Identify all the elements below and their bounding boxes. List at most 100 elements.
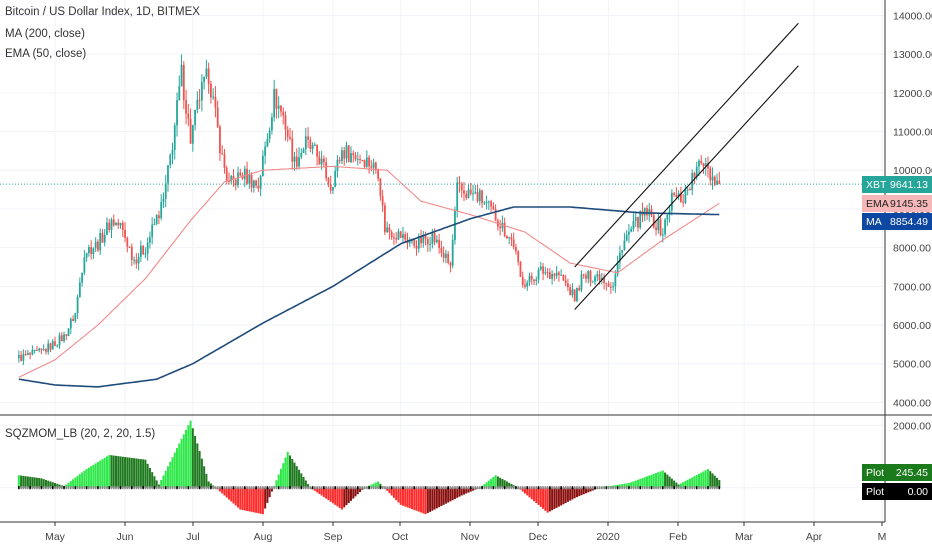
squeeze-dot <box>549 486 551 490</box>
candle-body <box>76 296 79 314</box>
momentum-bar <box>356 487 359 495</box>
squeeze-dot <box>379 486 382 490</box>
momentum-bar <box>205 473 208 488</box>
momentum-bar <box>582 487 585 495</box>
squeeze-dot <box>614 486 617 490</box>
candle-body <box>377 169 380 179</box>
momentum-bar <box>521 487 524 492</box>
squeeze-dot <box>334 486 336 490</box>
price-tick-label: 12000.00 <box>893 88 932 100</box>
squeeze-dot <box>442 486 445 490</box>
candle-body <box>673 193 676 195</box>
momentum-bar <box>673 480 676 488</box>
momentum-bar <box>499 477 502 488</box>
ma-200-line <box>18 206 720 388</box>
squeeze-dot <box>38 486 40 490</box>
momentum-bar <box>555 487 558 508</box>
candle-body <box>361 159 364 161</box>
time-tick-label: Jul <box>186 531 199 543</box>
candle-body <box>655 227 657 231</box>
momentum-bar <box>625 483 628 488</box>
squeeze-dot <box>359 486 361 490</box>
candle-body <box>135 259 138 264</box>
momentum-bar <box>108 454 111 488</box>
momentum-bar <box>618 484 621 488</box>
momentum-bar <box>646 476 649 488</box>
candle-body <box>713 176 716 185</box>
squeeze-dot <box>56 486 59 490</box>
momentum-bar <box>31 477 34 488</box>
squeeze-dot <box>553 486 556 490</box>
candle-body <box>501 222 504 229</box>
momentum-bar <box>279 468 282 488</box>
candle-body <box>718 180 721 185</box>
momentum-bar <box>189 420 192 488</box>
squeeze-dot <box>295 486 298 490</box>
candle-body <box>191 125 194 144</box>
squeeze-dot <box>140 486 142 490</box>
channel-line-1[interactable] <box>574 22 799 268</box>
squeeze-dot <box>381 486 384 490</box>
candle-body <box>652 215 655 228</box>
momentum-bar <box>560 487 563 506</box>
momentum-bar <box>413 487 416 510</box>
candle-body <box>343 150 346 159</box>
candle-body <box>560 274 563 276</box>
squeeze-dot <box>101 486 104 490</box>
squeeze-dot <box>332 486 334 490</box>
candle-body <box>503 222 506 237</box>
candle-body <box>481 190 483 203</box>
candle-body <box>657 219 660 231</box>
momentum-bar <box>374 482 377 488</box>
momentum-bar <box>343 487 346 508</box>
candle-body <box>695 166 698 178</box>
candle-body <box>463 190 465 194</box>
momentum-bar <box>544 487 547 511</box>
squeeze-dot <box>375 486 377 490</box>
price-tick-label: 7000.00 <box>893 281 931 293</box>
candle-body <box>313 144 316 146</box>
squeeze-dot <box>668 486 671 490</box>
squeeze-dot <box>266 486 269 490</box>
squeeze-dot <box>657 486 660 490</box>
momentum-bar <box>313 487 316 491</box>
price-pane[interactable] <box>0 22 885 388</box>
squeeze-dot <box>616 486 619 490</box>
momentum-bar <box>417 487 420 512</box>
momentum-bar <box>187 425 190 488</box>
momentum-bar <box>166 466 169 488</box>
momentum-bar <box>133 458 136 488</box>
squeeze-dot <box>110 486 113 490</box>
candle-body <box>625 234 628 241</box>
candle-body <box>618 252 621 263</box>
squeeze-dot <box>171 486 174 490</box>
candle-body <box>413 239 416 246</box>
candle-body <box>374 162 377 170</box>
candle-body <box>512 239 515 248</box>
squeeze-dot <box>198 486 201 490</box>
momentum-bar <box>130 457 133 488</box>
channel-line-2[interactable] <box>574 65 799 310</box>
candle-body <box>67 328 70 336</box>
squeeze-dot <box>533 486 535 490</box>
momentum-pane[interactable] <box>17 420 721 515</box>
momentum-bar <box>630 482 633 488</box>
squeeze-dot <box>449 486 452 490</box>
momentum-bar <box>347 487 350 503</box>
squeeze-dot <box>318 486 321 490</box>
squeeze-dot <box>562 486 565 490</box>
candle-body <box>33 350 36 352</box>
candle-body <box>90 247 93 255</box>
candle-body <box>698 160 700 167</box>
squeeze-dot <box>460 486 463 490</box>
candle-body <box>194 110 196 126</box>
squeeze-dot <box>440 486 443 490</box>
candle-body <box>449 262 452 266</box>
candle-body <box>609 286 612 288</box>
candle-body <box>573 289 576 301</box>
candle-body <box>646 208 648 216</box>
candle-body <box>634 217 637 221</box>
momentum-bar <box>411 487 414 510</box>
